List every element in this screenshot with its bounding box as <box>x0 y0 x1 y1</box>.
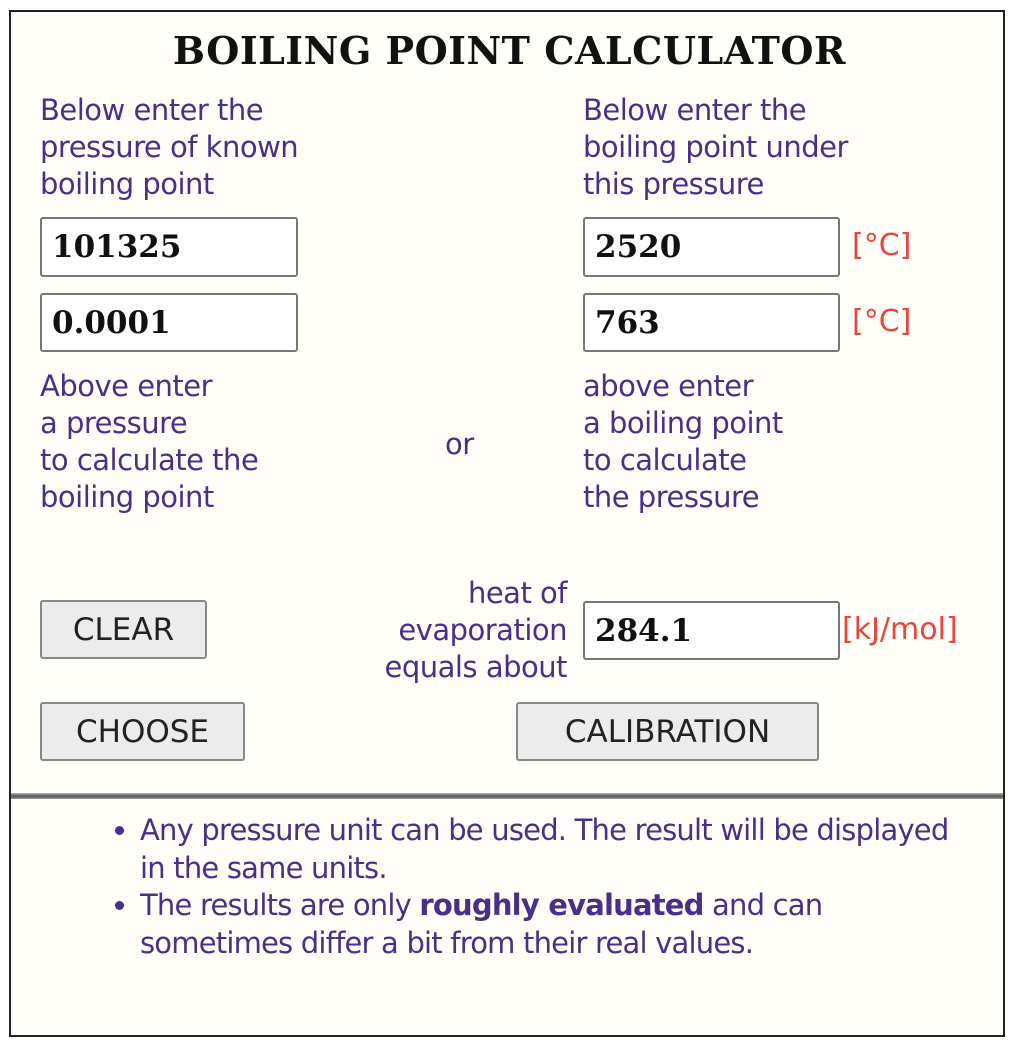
label-line: heat of <box>467 576 568 610</box>
pressure-input[interactable] <box>40 293 298 352</box>
label-line: pressure of known <box>40 130 299 164</box>
divider <box>11 793 1003 799</box>
label-line: evaporation <box>398 613 567 647</box>
label-line: above enter <box>583 369 754 403</box>
known-pressure-input[interactable] <box>40 217 298 277</box>
label-line: equals about <box>384 650 568 684</box>
known-boiling-point-input[interactable] <box>583 217 840 277</box>
label-line: Below enter the <box>583 93 807 127</box>
known-boiling-point-label: Below enter the boiling point under this… <box>583 92 848 203</box>
note-text: The results are only <box>140 888 420 922</box>
label-line: boiling point under <box>583 130 848 164</box>
heat-of-evaporation-label: heat of evaporation equals about <box>300 575 568 686</box>
label-line: Below enter the <box>40 93 264 127</box>
known-pressure-label: Below enter the pressure of known boilin… <box>40 92 299 203</box>
note-text: and can sometimes differ a bit from thei… <box>140 888 823 960</box>
label-line: the pressure <box>583 480 760 514</box>
or-label: or <box>445 427 474 461</box>
label-line: to calculate <box>583 443 747 477</box>
celsius-unit: [°C] <box>852 304 912 339</box>
calculate-pressure-label: above enter a boiling point to calculate… <box>583 368 783 516</box>
label-line: boiling point <box>40 480 214 514</box>
celsius-unit: [°C] <box>852 228 912 263</box>
calibration-button[interactable]: CALIBRATION <box>516 702 819 761</box>
label-line: boiling point <box>40 167 214 201</box>
note-emphasis: roughly evaluated <box>419 888 704 922</box>
label-line: to calculate the <box>40 443 259 477</box>
label-line: a pressure <box>40 406 188 440</box>
page-title: BOILING POINT CALCULATOR <box>172 28 847 73</box>
note-item: The results are only roughly evaluated a… <box>140 887 980 962</box>
clear-button[interactable]: CLEAR <box>40 600 207 659</box>
calculator-panel <box>9 10 1005 1037</box>
note-item: Any pressure unit can be used. The resul… <box>140 812 980 887</box>
boiling-point-input[interactable] <box>583 293 840 352</box>
heat-of-evaporation-input[interactable] <box>583 601 840 660</box>
label-line: this pressure <box>583 167 764 201</box>
choose-button[interactable]: CHOOSE <box>40 702 245 761</box>
label-line: Above enter <box>40 369 213 403</box>
label-line: a boiling point <box>583 406 783 440</box>
heat-unit: [kJ/mol] <box>842 612 958 647</box>
calculate-boiling-point-label: Above enter a pressure to calculate the … <box>40 368 259 516</box>
notes-list: Any pressure unit can be used. The resul… <box>100 812 980 962</box>
